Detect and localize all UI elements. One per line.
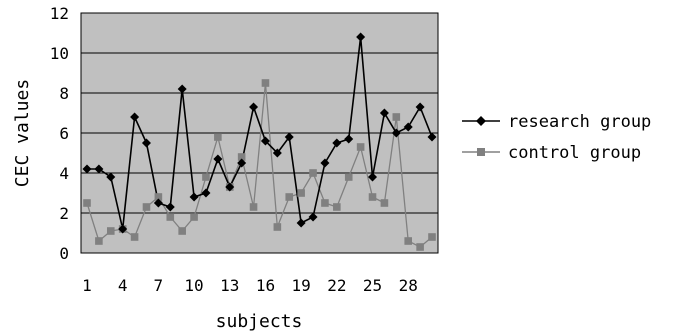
data-point-control-group-15 [249,203,258,211]
data-point-research-group-25 [368,172,378,182]
y-tick-label-8: 8 [59,84,69,103]
data-point-control-group-6 [142,203,151,211]
y-axis-label: CEC values [12,79,33,187]
x-tick-label-25: 25 [363,276,382,295]
data-point-research-group-19 [296,218,306,228]
data-point-research-group-7 [153,198,163,208]
data-point-research-group-6 [141,138,151,148]
data-point-control-group-27 [392,113,401,121]
data-point-control-group-30 [428,233,436,241]
y-tick-label-0: 0 [59,244,69,263]
legend-label-research-group: research group [508,112,651,132]
legend: research group control group [462,112,651,163]
data-point-research-group-1 [82,164,92,174]
data-point-control-group-28 [404,237,413,245]
data-point-control-group-26 [380,199,389,207]
data-point-research-group-22 [332,138,342,148]
data-point-control-group-22 [333,203,341,211]
data-point-research-group-12 [213,154,223,164]
data-point-research-group-23 [344,134,354,144]
legend-item-control-group: control group [462,143,641,163]
x-tick-label-10: 10 [184,276,203,295]
data-point-control-group-23 [344,173,353,181]
y-tick-label-12: 12 [50,4,69,23]
x-tick-label-28: 28 [399,276,418,295]
x-tick-label-1: 1 [82,276,92,295]
data-point-control-group-8 [166,213,175,221]
data-point-research-group-2 [94,164,104,174]
x-tick-label-19: 19 [292,276,311,295]
data-point-control-group-12 [214,133,222,141]
data-point-research-group-13 [225,182,235,192]
y-tick-label-6: 6 [59,124,69,143]
data-point-research-group-26 [379,108,389,118]
data-point-research-group-3 [106,172,116,182]
data-point-control-group-9 [178,227,186,235]
y-tick-label-2: 2 [59,204,69,223]
x-tick-label-22: 22 [327,276,346,295]
data-point-control-group-24 [356,143,365,151]
legend-item-research-group: research group [462,112,651,132]
data-point-control-group-10 [190,213,198,221]
data-point-control-group-25 [368,193,377,201]
data-point-control-group-16 [261,79,270,87]
data-point-research-group-27 [391,128,401,138]
data-point-research-group-24 [356,32,366,42]
data-point-control-group-21 [321,199,329,207]
x-tick-label-7: 7 [154,276,164,295]
data-point-research-group-21 [320,158,330,168]
data-point-research-group-8 [165,202,175,212]
data-point-research-group-20 [308,212,318,222]
data-point-control-group-29 [416,243,424,251]
y-tick-label-10: 10 [50,44,69,63]
data-point-research-group-16 [260,136,270,146]
x-tick-label-13: 13 [220,276,239,295]
data-point-control-group-7 [154,193,163,201]
data-point-control-group-14 [237,153,246,161]
x-tick-label-16: 16 [256,276,275,295]
data-point-research-group-28 [403,122,413,132]
data-point-control-group-19 [297,189,305,197]
data-point-research-group-30 [427,132,437,142]
legend-marker-research-group [476,116,486,126]
gridlines [81,52,438,214]
data-point-control-group-1 [83,199,91,207]
data-point-control-group-11 [202,173,210,181]
data-point-research-group-4 [118,224,128,234]
data-point-control-group-2 [95,237,103,245]
legend-label-control-group: control group [508,143,641,163]
series-markers [82,32,437,251]
data-point-research-group-17 [272,148,282,158]
data-point-control-group-5 [130,233,139,241]
x-axis-label: subjects [216,311,303,332]
series-line-research-group [87,36,433,230]
data-point-control-group-17 [273,223,282,231]
data-point-research-group-14 [237,158,247,168]
legend-marker-control-group [477,148,485,156]
data-point-control-group-18 [285,193,294,201]
data-point-research-group-9 [177,84,187,94]
data-point-research-group-18 [284,132,294,142]
data-point-research-group-11 [201,188,211,198]
data-point-research-group-15 [249,102,259,112]
y-tick-label-4: 4 [59,164,69,183]
data-point-control-group-3 [106,227,115,235]
data-point-research-group-5 [130,112,140,122]
data-point-research-group-29 [415,102,425,112]
x-tick-labels: 1 4 7 10 13 16 19 22 25 28 [82,276,418,295]
data-point-control-group-20 [309,169,317,177]
data-point-research-group-10 [189,192,199,202]
x-tick-label-4: 4 [118,276,128,295]
y-tick-labels: 0 2 4 6 8 10 12 [50,4,69,263]
